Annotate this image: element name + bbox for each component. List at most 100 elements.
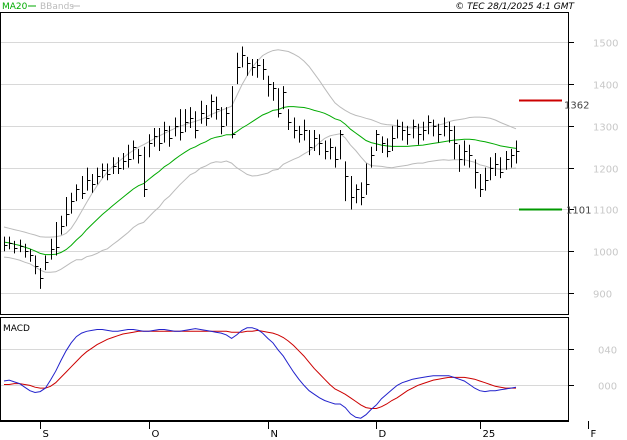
price-bar — [175, 117, 179, 137]
price-bar — [428, 115, 432, 135]
price-bar — [201, 100, 205, 124]
price-bar — [195, 111, 199, 139]
price-bar — [319, 134, 323, 156]
price-bar — [252, 58, 256, 76]
price-bar — [345, 161, 349, 202]
price-bar — [263, 58, 267, 80]
resistance-label: 1362 — [564, 101, 589, 112]
price-bar — [288, 109, 292, 131]
price-bar — [361, 182, 365, 206]
price-panel-frame — [0, 12, 569, 315]
price-bar — [164, 121, 168, 143]
x-tick-label-O: O — [152, 429, 160, 440]
price-y-axis: 900 1000 1100 1200 1300 1400 1500 — [569, 39, 618, 301]
price-gridlines — [1, 42, 568, 294]
price-bar — [247, 56, 251, 76]
price-bar — [299, 125, 303, 143]
price-bar — [278, 88, 282, 118]
price-bar — [25, 243, 29, 258]
price-bar — [335, 146, 339, 168]
macd-signal-line — [4, 329, 516, 409]
legend-bbands: BBands — [40, 2, 74, 12]
price-bar — [56, 222, 60, 256]
price-bar — [366, 163, 370, 195]
price-bar — [123, 153, 127, 170]
price-bar — [423, 121, 427, 141]
resistance-level: 1362 — [519, 99, 589, 112]
y-tick-label-1500: 1500 — [593, 39, 618, 50]
price-bar — [9, 236, 13, 250]
bollinger-bands — [3, 49, 517, 273]
price-bar — [376, 130, 380, 151]
price-bar — [107, 163, 111, 181]
price-bar — [464, 140, 468, 166]
x-axis: S O N D 25 F — [0, 421, 597, 440]
bb-lower-line — [3, 133, 517, 273]
price-bar — [490, 157, 494, 181]
ma20-line — [3, 106, 517, 256]
macd-tick-label-040: 040 — [598, 346, 617, 357]
price-bar — [418, 123, 422, 145]
price-bar — [221, 107, 225, 135]
price-bar — [397, 119, 401, 139]
support-level: 1101 — [519, 206, 591, 217]
price-bar — [51, 238, 55, 260]
price-bar — [454, 125, 458, 160]
price-bar — [304, 119, 308, 141]
x-tick-label-F: F — [591, 429, 597, 440]
price-bar — [516, 140, 520, 164]
price-bar — [325, 140, 329, 160]
y-tick-label-1000: 1000 — [593, 248, 618, 259]
price-bar — [382, 136, 386, 154]
macd-panel: MACD 040 000 — [0, 317, 617, 421]
price-bar — [61, 215, 65, 235]
price-bar — [242, 46, 246, 68]
price-bar — [45, 255, 49, 271]
price-bar — [294, 117, 298, 139]
price-bar — [495, 153, 499, 177]
source-stamp: © TEC 28/1/2025 4:1 GMT — [455, 2, 575, 12]
price-bar — [97, 167, 101, 185]
x-tick-label-N: N — [271, 429, 278, 440]
price-bar — [444, 117, 448, 137]
price-bar — [211, 94, 215, 118]
price-bar — [102, 163, 106, 179]
price-bar — [330, 138, 334, 160]
price-bar — [459, 144, 463, 172]
price-bar — [206, 104, 210, 126]
price-bar — [190, 107, 194, 128]
price-bar — [351, 176, 355, 210]
price-bar — [309, 130, 313, 156]
x-tick-label-S: S — [43, 429, 49, 440]
price-bar — [268, 75, 272, 97]
x-axis-ticks: S O N D 25 F — [40, 421, 597, 440]
price-bar — [392, 125, 396, 151]
price-bar — [159, 127, 163, 151]
price-bar — [149, 134, 153, 158]
price-bar — [387, 138, 391, 158]
y-tick-label-1400: 1400 — [593, 81, 618, 92]
price-bar — [66, 196, 70, 227]
price-bar — [511, 148, 515, 168]
price-bar — [144, 146, 148, 197]
macd-gridlines — [1, 349, 568, 386]
legend-ma20: MA20 — [2, 2, 28, 12]
price-bar — [92, 173, 96, 193]
price-bar — [433, 119, 437, 137]
price-bar — [469, 144, 473, 168]
price-bar — [133, 140, 137, 160]
macd-line — [3, 327, 517, 419]
price-bar — [314, 130, 318, 151]
price-bar — [180, 109, 184, 141]
price-bar — [185, 109, 189, 133]
price-bar — [87, 167, 91, 191]
price-bar — [283, 86, 287, 110]
support-label: 1101 — [566, 206, 591, 217]
price-bar — [485, 167, 489, 191]
price-bar — [402, 121, 406, 141]
price-bar — [113, 157, 117, 174]
price-bar — [438, 123, 442, 143]
price-bar — [407, 125, 411, 145]
bb-upper-line — [3, 49, 517, 238]
